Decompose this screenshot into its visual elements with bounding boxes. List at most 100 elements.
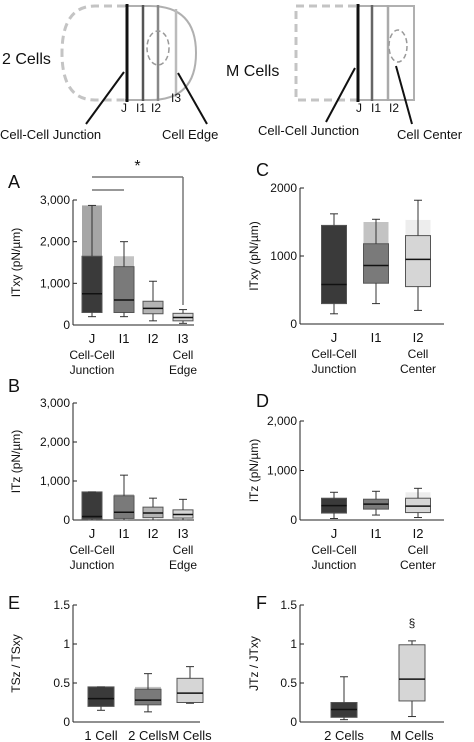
x-tick-label: 2 Cells <box>128 728 168 742</box>
box-iqr <box>321 224 347 305</box>
box-iqr <box>405 235 431 288</box>
group-label: Cell <box>173 543 194 557</box>
box-1-cell <box>87 686 115 711</box>
x-tick-label: M Cells <box>168 728 212 742</box>
annotation-junction: Cell-Cell Junction <box>258 123 359 138</box>
y-tick-label: 1.5 <box>53 598 70 612</box>
group-label: Edge <box>169 558 197 572</box>
box-j <box>81 204 103 318</box>
box-i3 <box>172 309 194 324</box>
significance-marker: § <box>409 616 416 630</box>
panel-label: A <box>8 172 20 192</box>
box-i2 <box>405 199 431 311</box>
y-axis-label: ITxy (pN/µm) <box>247 221 261 291</box>
group-label: Junction <box>312 362 357 376</box>
y-axis-label: TSz / TSxy <box>9 634 23 692</box>
x-tick-label: I1 <box>371 330 382 345</box>
neighbor-cell-outline <box>60 4 125 102</box>
neighbor-cell-outline <box>294 4 360 102</box>
junction-arrow <box>325 67 356 123</box>
box-i2 <box>405 487 431 519</box>
x-tick-label: J <box>89 526 96 541</box>
y-tick-label: 0 <box>290 715 297 729</box>
y-tick-label: 3,000 <box>40 396 70 410</box>
box-2-cells <box>330 676 358 721</box>
x-tick-label: I1 <box>371 526 382 541</box>
y-tick-label: 2,000 <box>40 235 70 249</box>
y-tick-label: 0.5 <box>53 676 70 690</box>
box-iqr <box>81 491 103 520</box>
x-tick-label: I2 <box>413 330 424 345</box>
panel-d: D 0 1,000 2,000 ITz (pN/µm) J I1 I2 Cell-CellJun… <box>247 391 444 572</box>
nucleus-outline <box>146 30 170 66</box>
panel-b: B 0 1,000 2,000 3,000 ITz (pN/µm) J I1 I2 I3 Cell-… <box>8 376 197 572</box>
box-iqr <box>87 686 115 707</box>
label-j: J <box>356 101 362 115</box>
y-axis-label: ITz (pN/µm) <box>247 439 261 503</box>
y-tick-label: 2000 <box>270 181 297 195</box>
panel-c: C 0 1000 2000 ITxy (pN/µm) J I1 I2 Cell-CellJunc… <box>247 160 444 376</box>
group-label: Junction <box>70 363 115 377</box>
y-tick-label: 1,000 <box>40 276 70 290</box>
cell-outline <box>125 5 198 101</box>
x-tick-label: I2 <box>413 526 424 541</box>
box-m-cells <box>176 666 204 704</box>
significance-marker: * <box>134 158 140 175</box>
box-iqr <box>113 495 135 519</box>
diagram-2-cells: 2 Cells J I1 I2 I3 Cell-Cell Junction Ce… <box>0 4 218 142</box>
box-iqr <box>113 266 135 313</box>
group-label: Center <box>400 362 436 376</box>
panel-label: C <box>256 160 269 180</box>
y-tick-label: 1,000 <box>40 474 70 488</box>
box-i1 <box>363 490 389 516</box>
y-tick-label: 0 <box>290 513 297 527</box>
box-i1 <box>363 218 389 305</box>
label-j: J <box>121 101 127 115</box>
y-tick-label: 1,000 <box>267 464 297 478</box>
box-iqr <box>81 255 103 313</box>
x-tick-label: I3 <box>178 331 189 346</box>
box-j <box>321 213 347 315</box>
box-iqr <box>176 677 204 704</box>
x-tick-label: M Cells <box>390 728 434 742</box>
y-tick-label: 1000 <box>270 249 297 263</box>
box-j <box>81 491 103 521</box>
box-iqr <box>142 300 164 315</box>
group-label: Junction <box>70 558 115 572</box>
box-j <box>321 491 347 520</box>
box-i3 <box>172 498 194 521</box>
annotation-junction: Cell-Cell Junction <box>0 127 101 142</box>
x-tick-label: I1 <box>119 526 130 541</box>
box-i1 <box>113 474 135 521</box>
y-axis-label: ITxy (pN/µm) <box>9 228 23 298</box>
annotation-center: Cell Center <box>397 127 463 142</box>
group-label: Edge <box>169 363 197 377</box>
y-axis-label: JTz / JTxy <box>247 636 261 691</box>
x-tick-label: I1 <box>119 331 130 346</box>
y-tick-label: 2,000 <box>267 414 297 428</box>
group-label: Cell-Cell <box>69 543 114 557</box>
y-tick-label: 1 <box>290 637 297 651</box>
label-i2: I2 <box>389 101 399 115</box>
group-label: Cell-Cell <box>311 347 356 361</box>
label-i1: I1 <box>136 101 146 115</box>
x-tick-label: J <box>89 331 96 346</box>
panel-f: F 0 0.5 1 1.5 JTz / JTxy 2 Cells M Cells § <box>247 593 444 742</box>
group-label: Center <box>400 558 436 572</box>
y-tick-label: 1 <box>63 637 70 651</box>
y-tick-label: 2,000 <box>40 435 70 449</box>
box-2-cells <box>134 673 162 713</box>
y-tick-label: 0 <box>63 715 70 729</box>
group-label: Cell <box>408 347 429 361</box>
x-tick-label: I2 <box>148 331 159 346</box>
nucleus-outline <box>388 29 408 63</box>
box-iqr <box>363 243 389 284</box>
group-label: Cell <box>173 348 194 362</box>
y-tick-label: 0 <box>290 317 297 331</box>
panel-label: B <box>8 376 20 396</box>
group-label: Cell <box>408 543 429 557</box>
y-tick-label: 0 <box>63 513 70 527</box>
box-iqr <box>134 688 162 706</box>
label-i3: I3 <box>171 91 181 105</box>
